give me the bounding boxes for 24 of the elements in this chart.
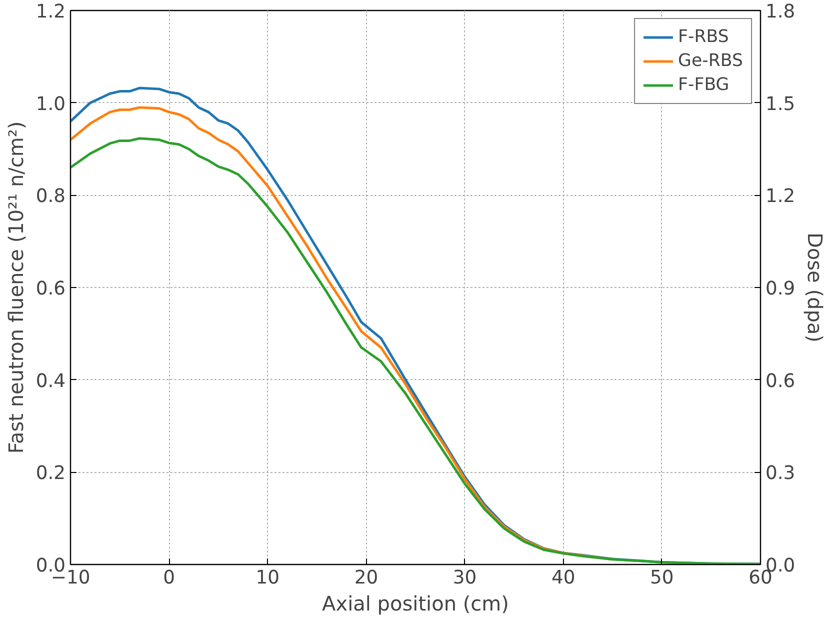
y2-tick-label: 0.3: [766, 463, 796, 484]
legend-label: Ge-RBS: [678, 51, 743, 71]
y2-tick-label: 0.6: [766, 370, 796, 392]
y-tick-label: 0.8: [36, 186, 66, 208]
x-tick-label: 40: [551, 568, 576, 588]
y2-tick-label: 1.8: [766, 2, 796, 22]
y2-axis-title: Dose (dpa): [803, 232, 828, 342]
x-tick-label: 20: [354, 568, 378, 588]
y-tick-label: 0.6: [36, 278, 66, 300]
y2-tick-label: 1.5: [766, 94, 796, 115]
y-tick-label: 0.4: [36, 370, 66, 392]
y-axis-title: Fast neutron fluence (10²¹ n/cm²): [4, 121, 28, 454]
y-tick-label: 0.2: [36, 463, 66, 484]
x-tick-label: 10: [256, 568, 280, 588]
y-tick-label: 1.2: [36, 2, 66, 22]
x-tick-label: 0: [163, 568, 176, 588]
x-tick-label: 30: [452, 568, 477, 588]
y2-tick-label: 0.9: [766, 278, 796, 300]
legend-label: F-FBG: [678, 75, 730, 95]
y2-tick-label: 1.2: [766, 186, 796, 208]
x-axis-title: Axial position (cm): [322, 592, 509, 616]
legend-label: F-RBS: [678, 27, 729, 47]
y-tick-label: 1.0: [36, 94, 66, 115]
x-tick-label: 50: [650, 568, 674, 588]
